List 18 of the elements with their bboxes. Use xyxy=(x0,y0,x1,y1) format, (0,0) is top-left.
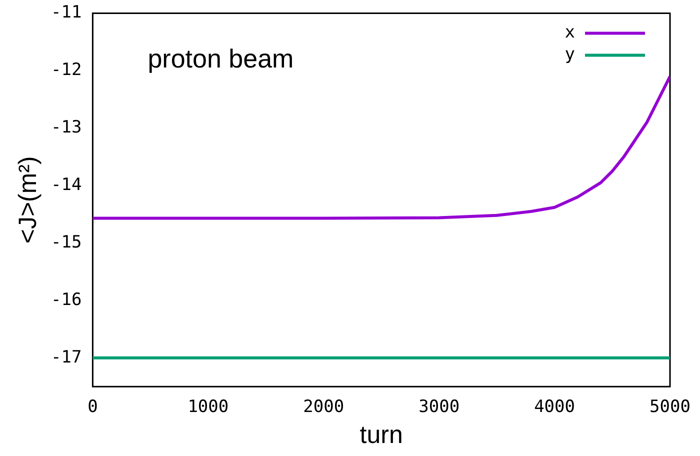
y-tick-label: -11 xyxy=(50,2,82,23)
y-axis-title: <J>(m²) xyxy=(14,156,42,244)
y-tick-label: -17 xyxy=(50,347,82,368)
x-tick-label: 0 xyxy=(88,397,98,418)
x-tick-label: 3000 xyxy=(418,397,460,418)
x-tick-label: 1000 xyxy=(188,397,229,418)
y-tick-label: -13 xyxy=(50,118,82,138)
legend-label: x xyxy=(564,22,575,43)
y-tick-label: -12 xyxy=(50,60,82,80)
annotation: proton beam xyxy=(148,43,294,74)
y-tick-label: -15 xyxy=(50,232,82,252)
y-tick-label: -16 xyxy=(50,290,82,310)
legend-label: y xyxy=(564,44,575,65)
x-tick-label: 2000 xyxy=(303,397,344,418)
x-tick-label: 4000 xyxy=(534,397,576,418)
x-axis-title: turn xyxy=(360,420,403,449)
y-tick-label: -14 xyxy=(50,174,82,195)
x-tick-label: 5000 xyxy=(650,397,690,418)
